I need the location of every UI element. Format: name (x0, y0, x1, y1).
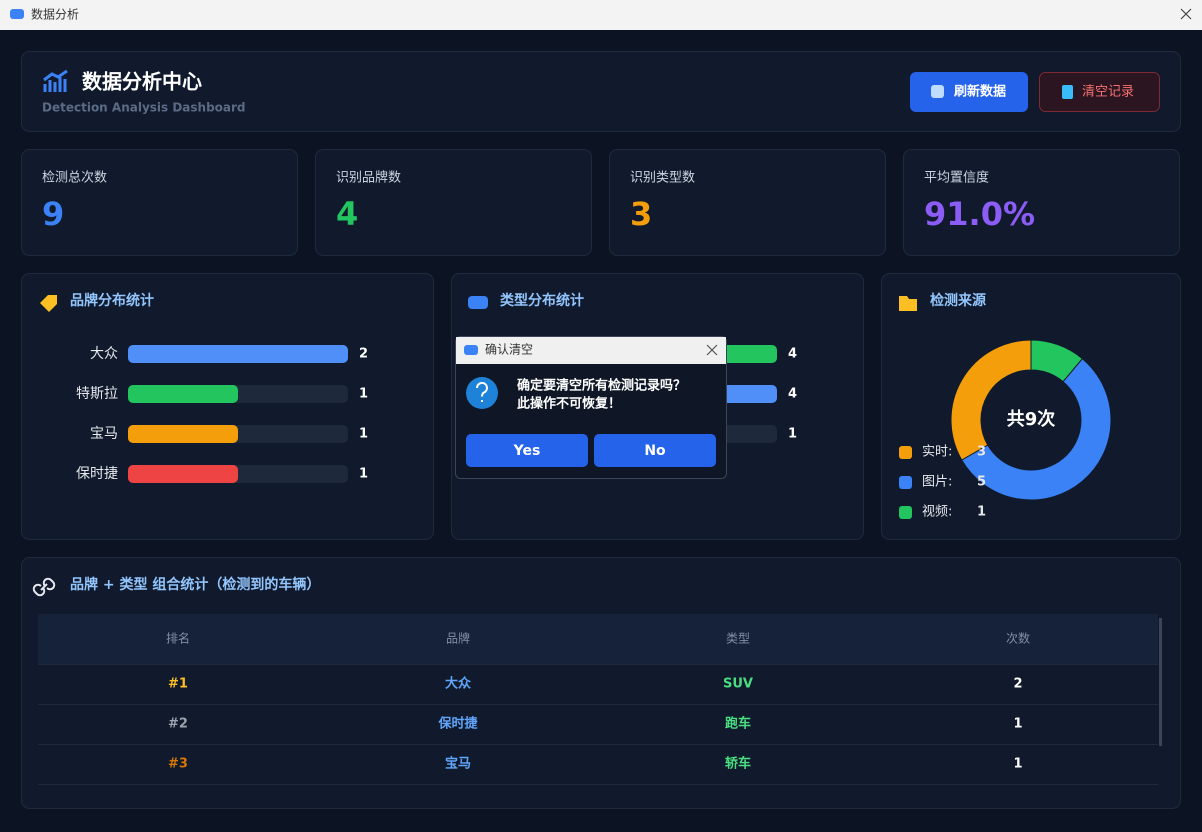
table-cell: SUV (723, 677, 753, 692)
question-mark (475, 381, 488, 402)
bar-label: 保时捷 (76, 466, 118, 482)
stat-card (21, 149, 298, 256)
window-title: 数据分析 (31, 7, 79, 22)
table-cell: 大众 (445, 676, 471, 692)
column-header: 排名 (166, 631, 190, 646)
table-cell: 宝马 (445, 756, 471, 772)
bar-label: 宝马 (90, 426, 118, 442)
bar (128, 345, 348, 363)
clear-icon (1062, 85, 1073, 99)
panel-title: 类型分布统计 (500, 292, 584, 309)
app-icon (10, 9, 24, 19)
table-panel (21, 557, 1181, 809)
stat-value: 3 (630, 195, 652, 233)
refresh-icon (931, 85, 944, 98)
dialog-button[interactable] (466, 434, 588, 467)
link-icon (32, 577, 56, 597)
stat-label: 检测总次数 (42, 170, 107, 186)
header-icon (43, 69, 68, 92)
clear-button[interactable] (1039, 72, 1160, 112)
scrollbar (1159, 618, 1162, 746)
header-title: 数据分析中心 (82, 70, 202, 94)
table-cell: #1 (168, 677, 188, 692)
legend-name: 实时: (922, 445, 952, 460)
dialog-close[interactable] (706, 344, 718, 356)
legend-name: 视频: (922, 505, 952, 520)
source-icon (899, 296, 917, 311)
type-icon (468, 296, 488, 309)
stat-card (903, 149, 1180, 256)
close-button[interactable] (1180, 8, 1192, 20)
stat-card (609, 149, 886, 256)
title-bar (0, 0, 1202, 30)
bar (128, 465, 238, 483)
column-header: 类型 (726, 632, 750, 646)
table-cell: 跑车 (725, 716, 751, 732)
legend-value: 3 (977, 445, 986, 460)
dialog-title-bar (456, 337, 726, 364)
table-cell: 轿车 (725, 756, 751, 772)
table-cell: #3 (168, 757, 188, 772)
stat-value: 9 (42, 195, 64, 233)
stat-label: 识别品牌数 (336, 170, 401, 186)
bar-value: 4 (788, 347, 797, 362)
dialog-message: 此操作不可恢复！ (517, 396, 621, 412)
bar-value: 1 (788, 427, 797, 442)
donut-center-label: 共9次 (1007, 408, 1056, 430)
bar-value: 2 (359, 347, 368, 362)
bar-value: 4 (788, 387, 797, 402)
legend-value: 5 (977, 475, 986, 490)
header-card (21, 51, 1181, 132)
column-header: 品牌 (446, 632, 470, 646)
table-cell: 2 (1013, 677, 1022, 692)
refresh-button[interactable] (910, 72, 1028, 112)
bar (128, 425, 238, 443)
bar-value: 1 (359, 387, 368, 402)
legend-value: 1 (977, 505, 986, 520)
stat-label: 平均置信度 (924, 170, 989, 186)
dialog-icon (464, 345, 478, 355)
bar-label: 大众 (90, 346, 118, 362)
dialog-title: 确认清空 (485, 343, 533, 357)
clear-label: 清空记录 (1082, 85, 1134, 100)
dialog-button[interactable] (594, 434, 716, 467)
brand-icon (40, 295, 57, 312)
bar-label: 特斯拉 (76, 386, 118, 402)
stat-card (315, 149, 592, 256)
dialog-button-label: No (644, 443, 666, 459)
legend-name: 图片: (922, 475, 952, 490)
bar (128, 385, 238, 403)
brand-panel (21, 273, 434, 540)
legend-swatch (899, 476, 912, 489)
bar-value: 1 (359, 467, 368, 482)
stat-label: 识别类型数 (630, 171, 695, 186)
table-cell: 1 (1013, 757, 1022, 772)
table-cell: #2 (168, 717, 188, 732)
stat-value: 4 (336, 195, 358, 233)
dialog-message: 确定要清空所有检测记录吗？ (517, 378, 686, 394)
panel-title: 品牌分布统计 (70, 292, 154, 309)
legend-swatch (899, 506, 912, 519)
table-title: 品牌 + 类型 组合统计（检测到的车辆） (70, 576, 320, 593)
source-panel (881, 273, 1181, 540)
legend-swatch (899, 446, 912, 459)
panel-title: 检测来源 (930, 292, 986, 309)
bar-value: 1 (359, 427, 368, 442)
header-subtitle: Detection Analysis Dashboard (42, 101, 246, 115)
dialog-button-label: Yes (513, 443, 541, 459)
table-cell: 保时捷 (437, 716, 478, 732)
donut-slice (950, 339, 1032, 461)
refresh-label: 刷新数据 (954, 84, 1006, 100)
stat-value: 91.0% (924, 195, 1035, 233)
table-header (38, 614, 1158, 664)
column-header: 次数 (1006, 631, 1030, 646)
donut-slice (961, 358, 1112, 501)
table-cell: 1 (1013, 717, 1022, 732)
